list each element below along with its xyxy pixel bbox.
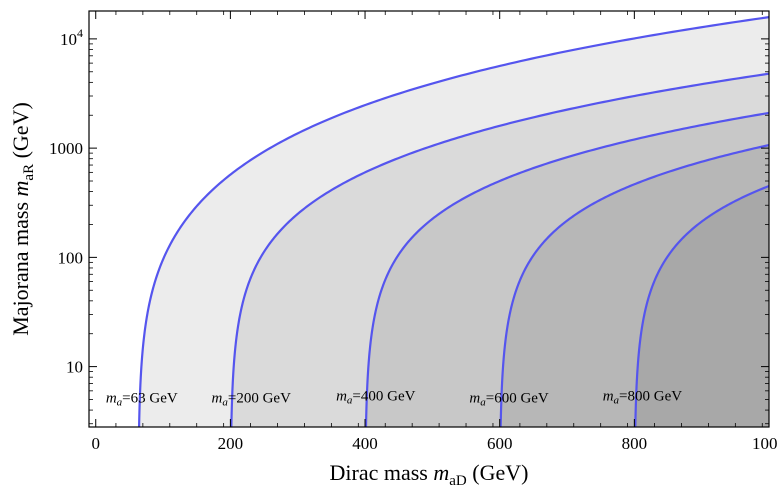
x-tick-label: 1000 bbox=[752, 434, 778, 453]
region-fill-800 bbox=[635, 186, 769, 427]
x-tick-label: 200 bbox=[218, 434, 244, 453]
curve-ma-600 bbox=[499, 143, 770, 428]
y-tick-label: 104 bbox=[60, 26, 83, 49]
mass-curves bbox=[137, 16, 770, 428]
curve-label-200: ma=200 GeV bbox=[212, 390, 292, 408]
curve-label-600: ma=600 GeV bbox=[469, 390, 549, 408]
x-tick-label: 600 bbox=[487, 434, 513, 453]
curve-ma-800 bbox=[634, 184, 770, 427]
x-axis-title: Dirac mass maD (GeV) bbox=[330, 460, 529, 488]
y-tick-label: 10 bbox=[66, 358, 83, 377]
plot-frame bbox=[88, 10, 770, 428]
curve-ma-200 bbox=[230, 72, 770, 427]
y-tick-label: 100 bbox=[58, 248, 84, 267]
curve-label-63: ma=63 GeV bbox=[106, 390, 178, 408]
region-fills bbox=[139, 17, 769, 428]
axis-ticks: 0 200 400 600 800 1000 10 100 1000 104 bbox=[49, 11, 778, 453]
x-tick-label: 800 bbox=[622, 434, 648, 453]
curve-ma-400 bbox=[364, 111, 770, 427]
curve-labels: ma=63 GeV ma=200 GeV ma=400 GeV ma=600 GeV m… bbox=[106, 388, 682, 408]
y-axis-title: Majorana mass maR (GeV) bbox=[8, 102, 37, 336]
curve-label-800: ma=800 GeV bbox=[603, 388, 683, 406]
y-tick-label: 1000 bbox=[49, 139, 83, 158]
curve-label-400: ma=400 GeV bbox=[336, 388, 416, 406]
curve-ma-63 bbox=[137, 16, 770, 427]
x-tick-label: 0 bbox=[91, 434, 100, 453]
x-tick-label: 400 bbox=[352, 434, 378, 453]
